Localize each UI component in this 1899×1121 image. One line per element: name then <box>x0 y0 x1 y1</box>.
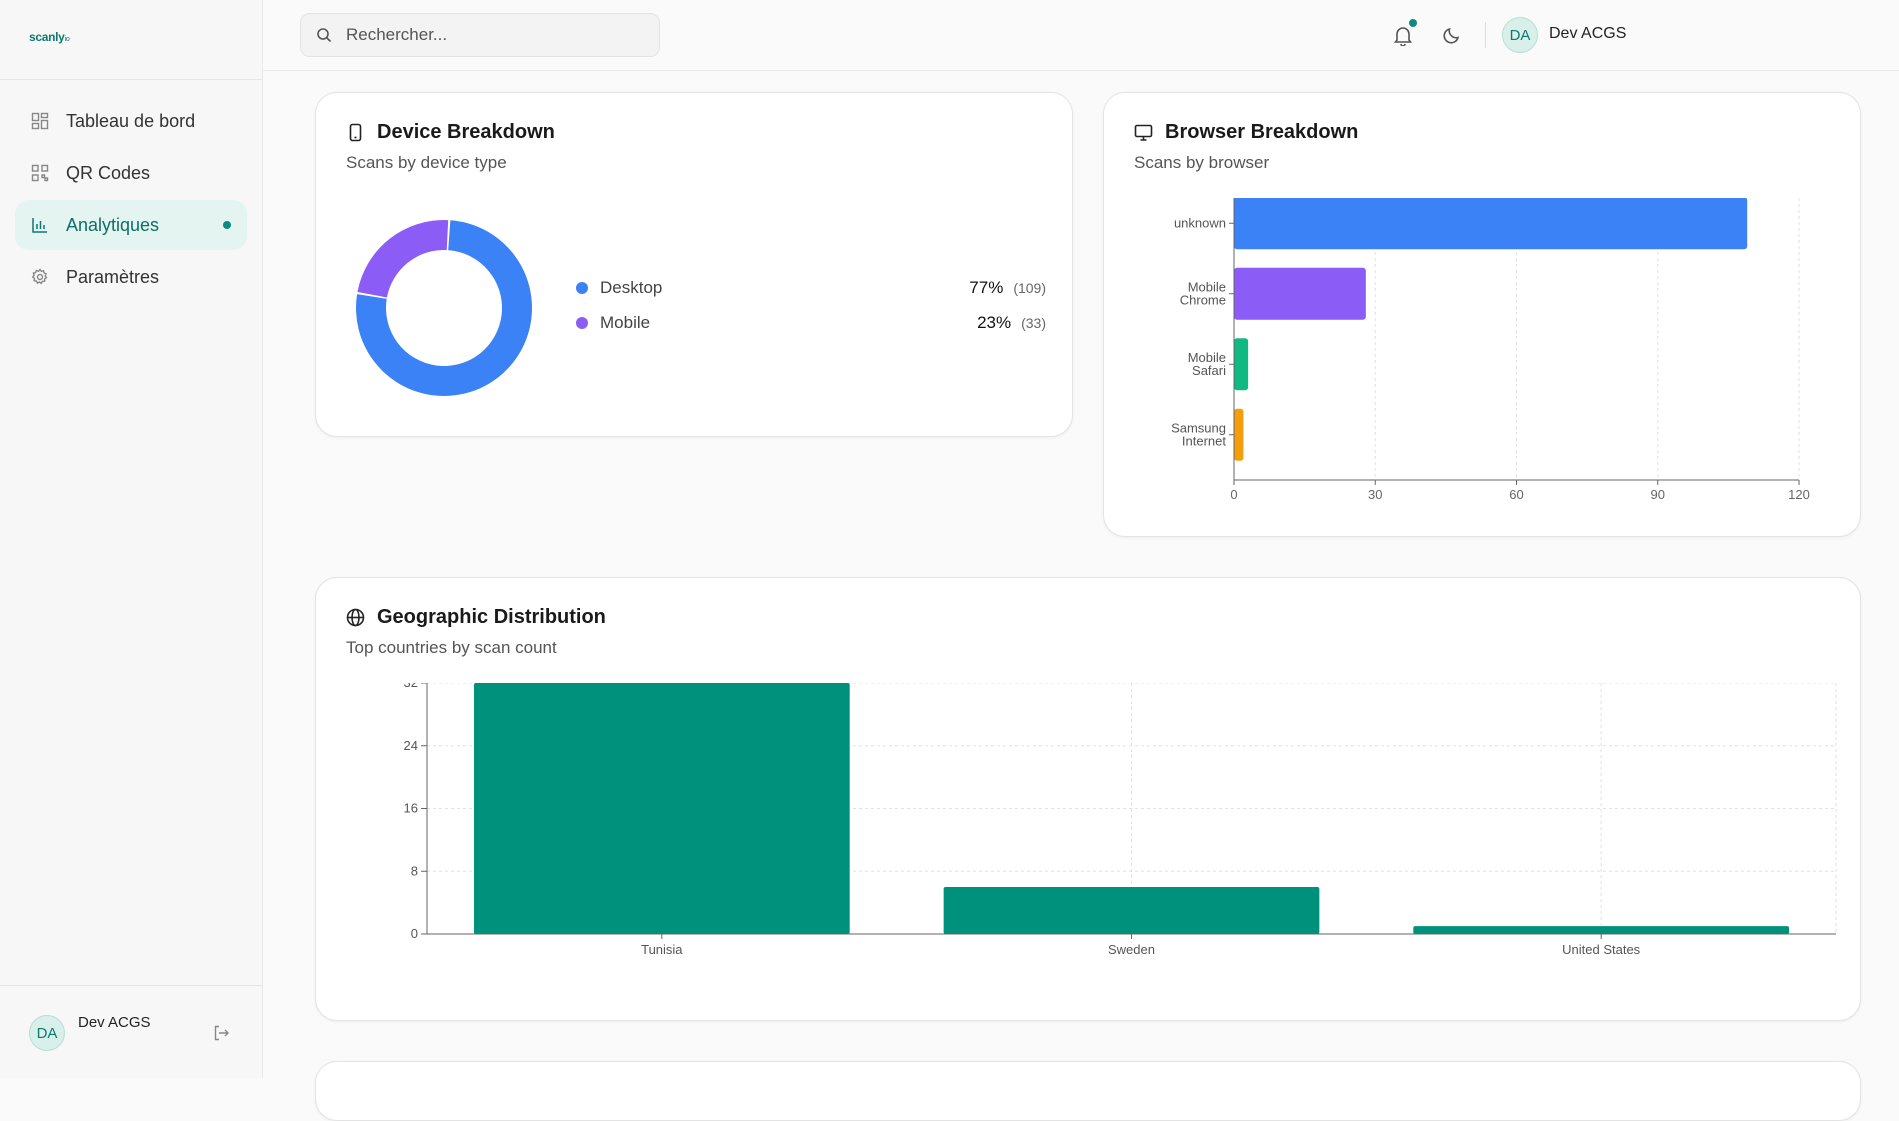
top-bar: Rechercher... <box>263 0 1899 71</box>
y-tick-label: Mobile <box>1188 279 1226 294</box>
sidebar-nav: Tableau de bord QR Codes Analytiques Par… <box>15 96 247 304</box>
header-user-name: Dev ACGS <box>1549 25 1627 42</box>
y-tick-label: unknown <box>1174 215 1226 230</box>
y-tick-label: 32 <box>404 683 418 690</box>
y-tick-label: Internet <box>1182 433 1226 448</box>
bar-mobile-chrome[interactable] <box>1234 267 1366 320</box>
y-tick-label: 0 <box>411 926 418 941</box>
legend-percent: 23% <box>977 313 1012 332</box>
legend-item-mobile: Mobile 23% (33) <box>576 311 1046 335</box>
sidebar-user-name: Dev ACGS <box>78 1014 151 1031</box>
x-tick-label: United States <box>1562 942 1641 957</box>
legend-swatch <box>576 282 588 294</box>
device-donut-chart <box>356 220 532 396</box>
sidebar-item-label: QR Codes <box>66 162 151 183</box>
x-tick-label: 90 <box>1651 487 1665 502</box>
sidebar-item-dashboard[interactable]: Tableau de bord <box>15 96 247 146</box>
y-tick-label: Safari <box>1192 363 1226 378</box>
brand-suffix: io <box>64 36 70 43</box>
search-placeholder: Rechercher... <box>346 25 448 44</box>
qr-icon <box>31 164 49 182</box>
donut-slice-desktop[interactable] <box>356 220 532 396</box>
legend-percent: 77% <box>969 278 1004 297</box>
smartphone-icon <box>349 123 362 142</box>
grid-icon <box>31 112 49 130</box>
y-tick-label: 8 <box>411 863 418 878</box>
browser-breakdown-card: Browser Breakdown Scans by browser 0 30 60… <box>1103 92 1861 537</box>
legend-label: Mobile <box>600 313 651 332</box>
bar-samsung-internet[interactable] <box>1234 408 1244 461</box>
y-tick-label: 16 <box>404 801 418 816</box>
bar-united-states[interactable] <box>1413 926 1790 934</box>
browser-bar-chart: 0 30 60 90 120unknownMobileChromeMobileSafar… <box>1171 198 1810 502</box>
x-tick-label: 120 <box>1788 487 1810 502</box>
sidebar: scanlyio Tableau de bord QR Codes Analyt… <box>0 0 263 1078</box>
geographic-distribution-card: Geographic Distribution Top countries by… <box>315 577 1861 1021</box>
sidebar-item-label: Paramètres <box>66 266 160 287</box>
legend-count: (33) <box>1021 315 1046 331</box>
x-tick-label: Tunisia <box>641 942 683 957</box>
avatar[interactable]: DA <box>1502 17 1538 53</box>
bar-chart-icon <box>32 218 47 233</box>
bar-sweden[interactable] <box>943 886 1320 934</box>
search-icon <box>317 28 332 43</box>
x-tick-label: 60 <box>1509 487 1523 502</box>
active-indicator <box>223 221 231 229</box>
legend-item-desktop: Desktop 77% (109) <box>576 276 1046 300</box>
next-card <box>315 1061 1861 1121</box>
sidebar-item-label: Analytiques <box>66 214 160 235</box>
bar-mobile-safari[interactable] <box>1234 338 1249 391</box>
legend-swatch <box>576 317 588 329</box>
sidebar-divider <box>0 985 262 986</box>
sidebar-divider <box>0 79 262 80</box>
legend-label: Desktop <box>600 278 663 297</box>
gear-icon <box>31 268 48 285</box>
card-subtitle: Scans by device type <box>346 153 507 172</box>
x-tick-label: Sweden <box>1108 942 1155 957</box>
x-tick-label: 30 <box>1368 487 1382 502</box>
card-title: Browser Breakdown <box>1134 121 1358 144</box>
x-tick-label: 0 <box>1230 487 1237 502</box>
device-breakdown-card: Device Breakdown Scans by device type De… <box>315 92 1073 437</box>
card-title: Device Breakdown <box>346 121 555 144</box>
y-tick-label: Chrome <box>1180 292 1226 307</box>
notification-badge <box>1409 19 1417 27</box>
y-tick-label: 24 <box>404 738 418 753</box>
brand-name: scanly <box>29 30 65 44</box>
sidebar-item-qr-codes[interactable]: QR Codes <box>15 148 247 198</box>
sidebar-item-label: Tableau de bord <box>66 110 196 131</box>
card-title: Geographic Distribution <box>346 606 606 629</box>
legend-count: (109) <box>1013 280 1046 296</box>
moon-icon[interactable] <box>1442 25 1462 45</box>
search-input[interactable]: Rechercher... <box>300 13 660 57</box>
bell-icon[interactable] <box>1392 24 1414 46</box>
header-divider <box>1485 22 1486 48</box>
avatar[interactable]: DA <box>29 1015 65 1051</box>
logout-icon[interactable] <box>212 1024 230 1042</box>
bar-unknown[interactable] <box>1234 198 1748 250</box>
bar-tunisia[interactable] <box>473 683 850 934</box>
sidebar-item-analytics[interactable]: Analytiques <box>15 200 247 250</box>
y-tick-label: Samsung <box>1171 420 1226 435</box>
donut-slice-mobile[interactable] <box>357 220 449 298</box>
globe-icon <box>346 608 365 627</box>
brand-logo[interactable]: scanlyio <box>29 30 70 44</box>
geo-bar-chart: 0 8 16 24 32 Tunisia Sweden United States <box>404 683 1837 957</box>
monitor-icon <box>1134 124 1153 141</box>
card-subtitle: Scans by browser <box>1134 153 1270 172</box>
card-subtitle: Top countries by scan count <box>346 638 557 657</box>
y-tick-label: Mobile <box>1188 350 1226 365</box>
sidebar-item-settings[interactable]: Paramètres <box>15 252 247 302</box>
